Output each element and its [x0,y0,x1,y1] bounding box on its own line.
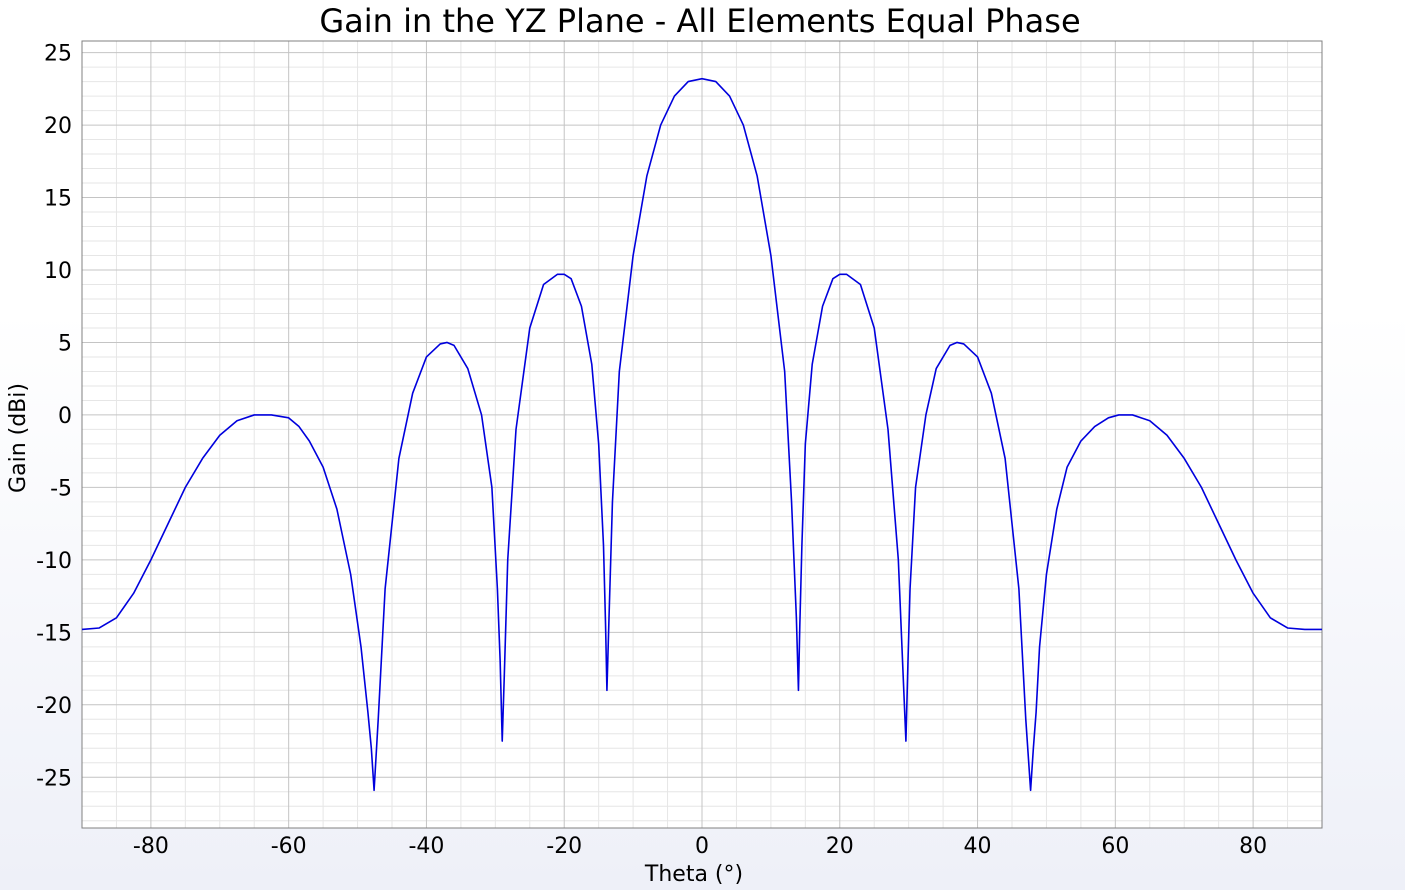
x-tick-label: -40 [408,834,444,859]
x-axis-label: Theta (°) [644,862,743,887]
major-grid [82,41,1322,828]
x-tick-label: -60 [271,834,307,859]
y-tick-labels: -25 -20 -15 -10 -5 0 5 10 15 20 25 [36,42,72,792]
y-tick-label: -25 [36,766,72,791]
x-tick-label: 0 [695,834,709,859]
series-layer [81,77,1322,792]
y-tick-label: 20 [44,114,72,139]
y-tick-label: 5 [58,331,72,356]
y-tick-label: 25 [44,42,72,67]
x-tick-label: 40 [964,834,992,859]
y-tick-label: -10 [36,549,72,574]
x-tick-label: 20 [826,834,854,859]
y-tick-label: -5 [50,476,72,501]
x-tick-labels: -80 -60 -40 -20 0 20 40 60 80 [133,834,1267,859]
y-tick-label: 15 [44,187,72,212]
plot-frame [81,40,1323,829]
y-tick-label: -15 [36,621,72,646]
x-tick-label: -20 [546,834,582,859]
x-tick-label: 60 [1101,834,1129,859]
x-tick-label: -80 [133,834,169,859]
y-tick-label: 10 [44,259,72,284]
y-axis-label: Gain (dBi) [6,383,31,493]
gain-series-line [81,77,1322,792]
chart-title: Gain in the YZ Plane - All Elements Equa… [319,2,1080,40]
y-tick-label: 0 [58,404,72,429]
x-tick-label: 80 [1239,834,1267,859]
y-tick-label: -20 [36,694,72,719]
